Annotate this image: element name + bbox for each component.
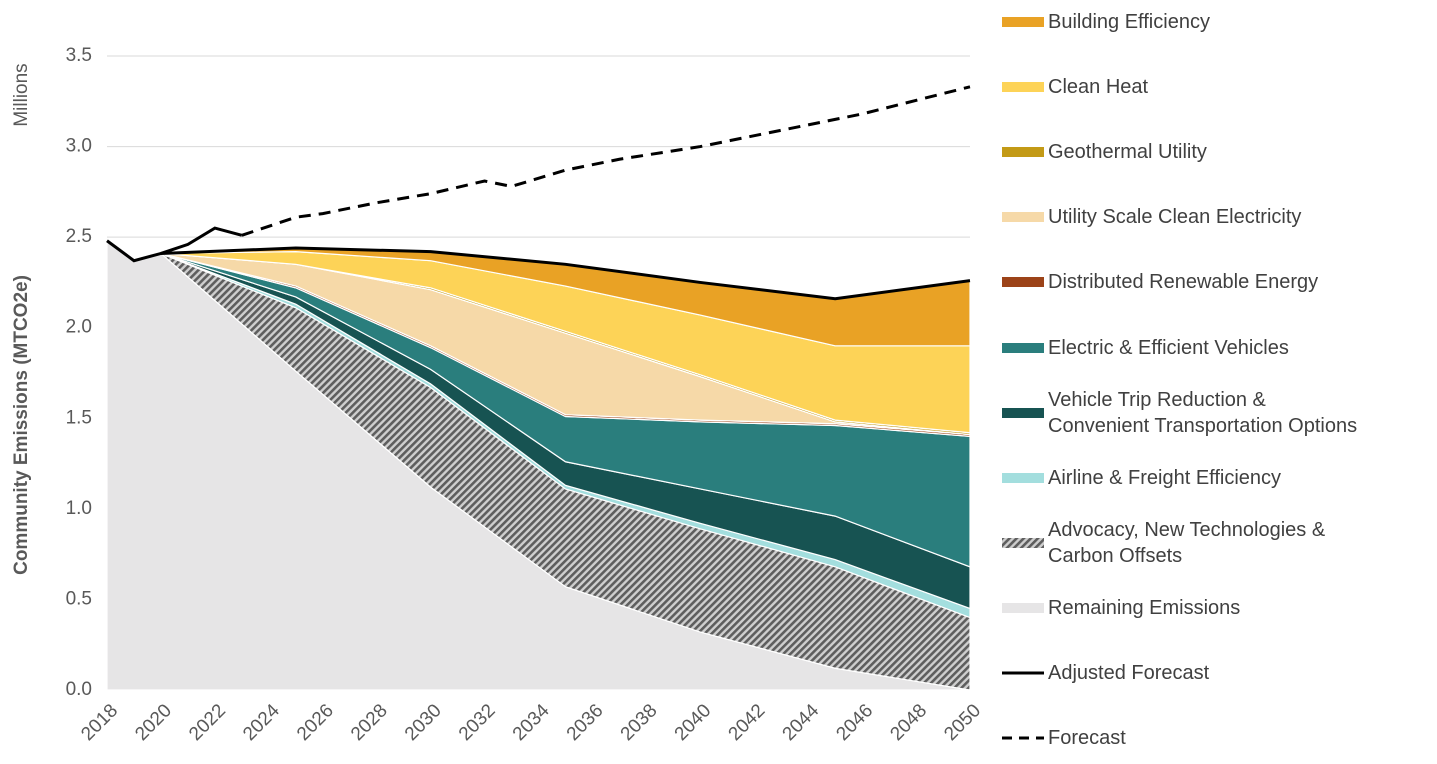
x-tick-label: 2036 [563, 700, 608, 745]
x-tick-label: 2032 [455, 700, 500, 745]
x-tick-label: 2028 [347, 700, 392, 745]
forecast-line [160, 226, 243, 255]
x-tick-label: 2018 [77, 700, 122, 745]
y-tick-label: 0.0 [66, 679, 92, 700]
x-tick-label: 2046 [832, 700, 877, 745]
areas [106, 239, 971, 691]
x-tick-label: 2040 [671, 700, 716, 745]
x-tick-label: 2034 [509, 700, 554, 745]
x-tick-label: 2042 [725, 700, 770, 745]
x-tick-label: 2030 [401, 700, 446, 745]
y-tick-label: 3.5 [66, 45, 92, 66]
forecast-line [241, 85, 971, 237]
y-tick-label: 0.5 [66, 588, 92, 609]
y-axis-label: Community Emissions (MTCO2e) [11, 275, 32, 575]
y-unit-label: Millions [11, 63, 32, 126]
x-tick-label: 2026 [293, 700, 338, 745]
y-tick-label: 1.5 [66, 407, 92, 428]
x-tick-label: 2038 [617, 700, 662, 745]
y-tick-label: 2.0 [66, 317, 92, 338]
y-tick-label: 3.0 [66, 136, 92, 157]
x-tick-label: 2020 [131, 700, 176, 745]
y-tick-label: 1.0 [66, 498, 92, 519]
y-tick-label: 2.5 [66, 226, 92, 247]
x-tick-label: 2050 [940, 700, 985, 745]
adjusted-line [106, 239, 971, 301]
x-tick-label: 2024 [239, 700, 284, 745]
x-tick-label: 2048 [886, 700, 931, 745]
x-tick-label: 2044 [779, 700, 824, 745]
x-tick-label: 2022 [185, 700, 230, 745]
